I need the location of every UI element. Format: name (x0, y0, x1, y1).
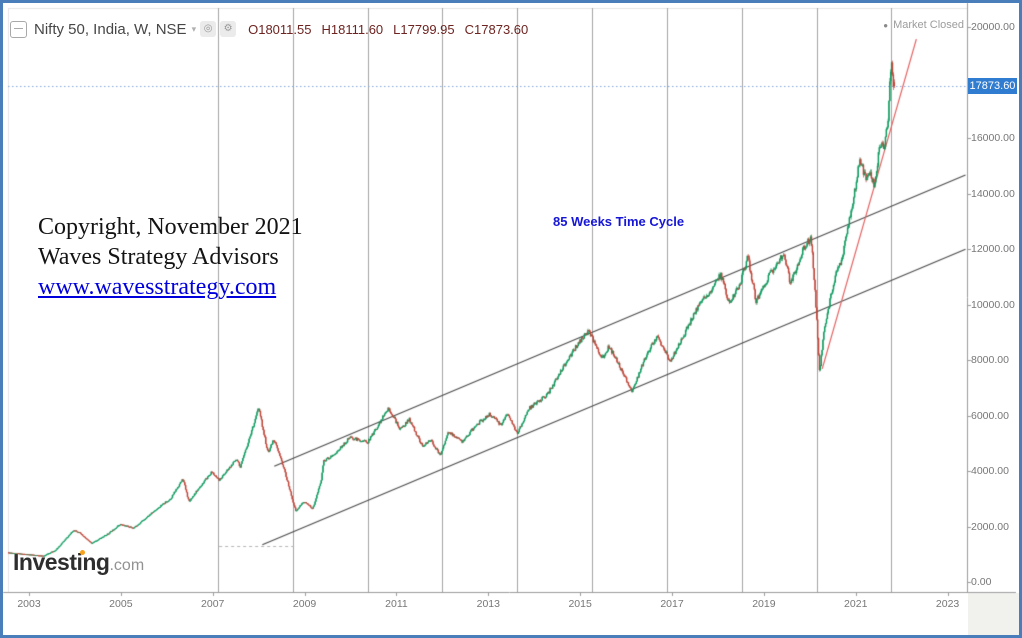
price-tick-label: 6000.00 (971, 409, 1009, 422)
price-tick-label: 4000.00 (971, 465, 1009, 477)
year-tick-label: 2023 (935, 598, 960, 610)
market-status-label: Market Closed (893, 19, 964, 31)
price-tick-label: 20000.00 (971, 21, 1015, 33)
snapshot-icon[interactable]: ◎ (200, 21, 217, 37)
year-tick-label: 2017 (660, 598, 684, 610)
year-tick-label: 2019 (752, 598, 776, 610)
chevron-down-icon[interactable]: ▾ (191, 23, 197, 34)
price-tick-label: 16000.00 (971, 132, 1015, 144)
year-tick-label: 2003 (17, 598, 41, 610)
year-tick-label: 2011 (385, 598, 408, 610)
year-tick-label: 2009 (292, 598, 317, 610)
price-tick-label: 0.00 (971, 576, 992, 588)
year-tick-label: 2005 (109, 598, 133, 610)
low-value: L17799.95 (393, 21, 455, 37)
chart-header: Nifty 50, India, W, NSE ▾ ◎ ⚙ O18011.55 … (10, 20, 528, 38)
year-tick-label: 2015 (568, 598, 592, 610)
copyright-line1: Copyright, November 2021 (38, 214, 303, 240)
status-dot-icon: ● (883, 20, 889, 30)
open-value: O18011.55 (248, 21, 312, 37)
year-tick-label: 2007 (201, 598, 225, 610)
price-tick-label: 2000.00 (971, 520, 1009, 533)
price-tick-label: 8000.00 (971, 354, 1009, 366)
market-status: ● Market Closed (883, 19, 964, 31)
year-tick-label: 2021 (844, 598, 868, 610)
copyright-line2: Waves Strategy Advisors (38, 244, 279, 270)
symbol-title[interactable]: Nifty 50, India, W, NSE (34, 20, 187, 38)
price-tick-label: 10000.00 (971, 298, 1015, 311)
settings-gear-icon[interactable]: ⚙ (220, 21, 237, 37)
time-cycle-label: 85 Weeks Time Cycle (553, 214, 685, 229)
last-price-badge: 17873.60 (968, 78, 1017, 94)
price-tick-label: 14000.00 (971, 187, 1015, 200)
copyright-annotation: Copyright, November 2021 Waves Strategy … (38, 212, 303, 302)
year-tick-label: 2013 (476, 598, 500, 610)
ohlc-readout: O18011.55 H18111.60 L17799.95 C17873.60 (248, 22, 528, 37)
high-value: H18111.60 (321, 21, 384, 37)
collapse-icon[interactable] (10, 20, 27, 38)
price-tick-label: 12000.00 (971, 243, 1015, 255)
wavesstrategy-link[interactable]: www.wavesstrategy.com (38, 274, 277, 300)
close-value: C17873.60 (464, 21, 529, 37)
